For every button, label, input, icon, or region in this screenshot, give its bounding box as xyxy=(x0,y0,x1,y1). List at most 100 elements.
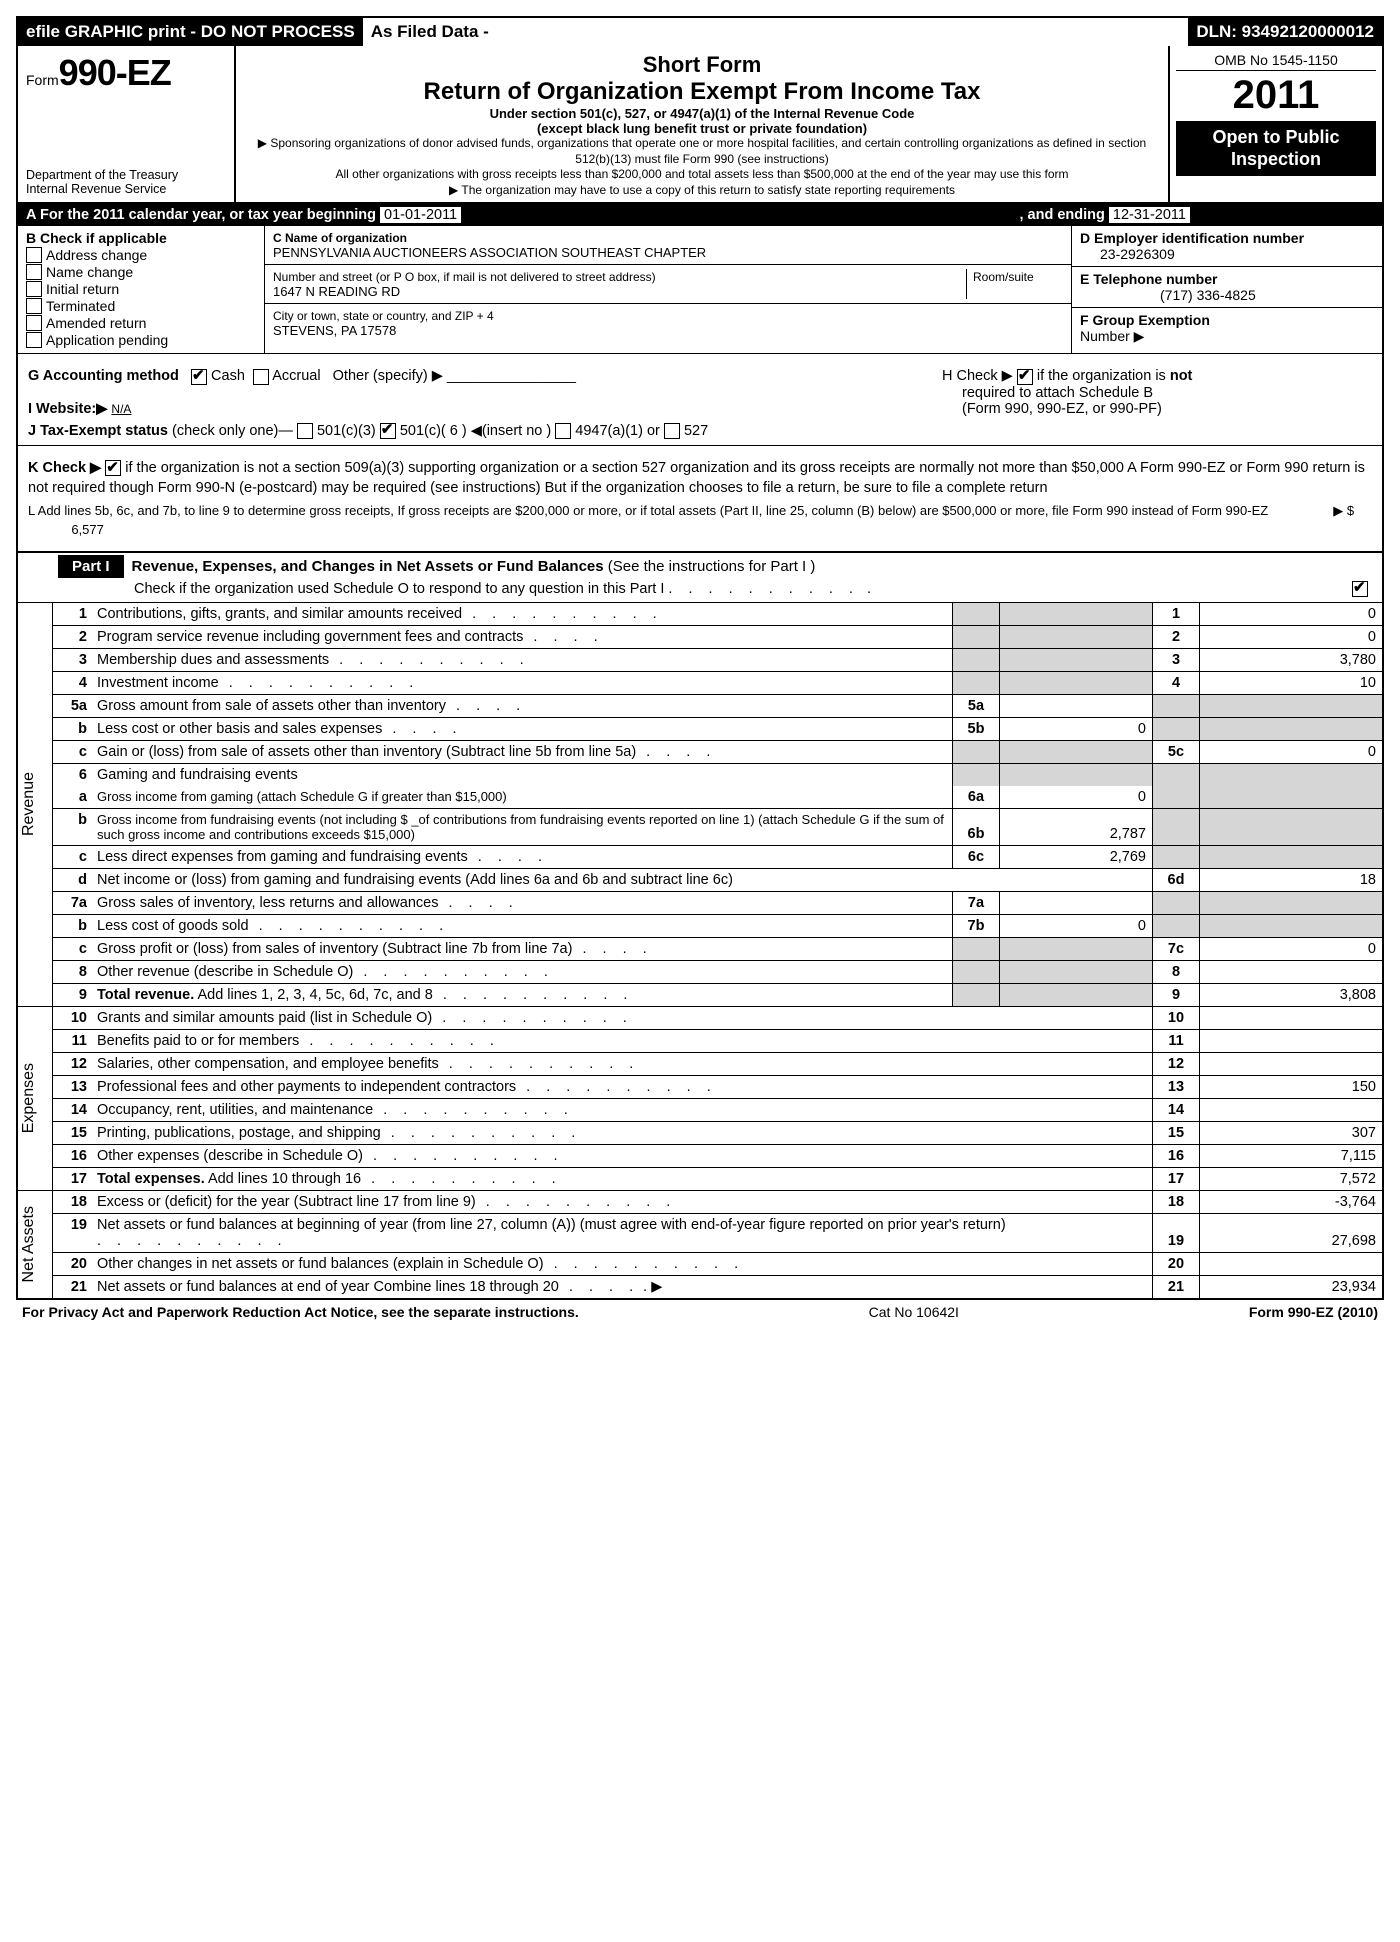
note-state: ▶ The organization may have to use a cop… xyxy=(244,183,1160,199)
col-b: B Check if applicable Address change Nam… xyxy=(18,226,265,353)
website-label: I Website:▶ xyxy=(28,401,107,417)
line-20: 20 Other changes in net assets or fund b… xyxy=(53,1252,1382,1275)
footer-catno: Cat No 10642I xyxy=(869,1304,959,1320)
room-label: Room/suite xyxy=(973,270,1034,284)
part1-title-note: (See the instructions for Part I ) xyxy=(604,558,816,575)
side-expenses-label: Expenses xyxy=(18,1059,52,1137)
chk-schedule-o[interactable] xyxy=(1352,581,1368,597)
chk-accrual[interactable] xyxy=(253,369,269,385)
ein-label: D Employer identification number xyxy=(1080,230,1304,246)
line-a: A For the 2011 calendar year, or tax yea… xyxy=(18,204,1382,226)
website-value: N/A xyxy=(111,402,131,416)
bcd-row: B Check if applicable Address change Nam… xyxy=(18,226,1382,354)
tax-year-end: 12-31-2011 xyxy=(1109,207,1190,223)
open-public-1: Open to Public xyxy=(1178,127,1374,149)
netassets-table: 18 Excess or (deficit) for the year (Sub… xyxy=(53,1191,1382,1298)
revenue-section: Revenue 1 Contributions, gifts, grants, … xyxy=(18,603,1382,1007)
chk-application-pending[interactable]: Application pending xyxy=(26,332,256,348)
org-city-block: City or town, state or country, and ZIP … xyxy=(265,304,1071,342)
cash-label: Cash xyxy=(211,368,245,384)
part1-header-block: Part I Revenue, Expenses, and Changes in… xyxy=(18,553,1382,603)
header-right: OMB No 1545-1150 2011 Open to Public Ins… xyxy=(1168,46,1382,202)
col-b-header: B Check if applicable xyxy=(26,230,256,246)
city-label: City or town, state or country, and ZIP … xyxy=(273,309,494,323)
group-exempt-label: F Group Exemption xyxy=(1080,312,1210,328)
form-header: Form990-EZ Department of the Treasury In… xyxy=(18,46,1382,204)
line-a-mid: , and ending xyxy=(1020,207,1105,223)
form-number-value: 990-EZ xyxy=(59,52,171,93)
line-5a: 5a Gross amount from sale of assets othe… xyxy=(53,694,1382,717)
city-value: STEVENS, PA 17578 xyxy=(273,323,396,338)
title-return: Return of Organization Exempt From Incom… xyxy=(244,78,1160,106)
form-container: efile GRAPHIC print - DO NOT PROCESS As … xyxy=(16,16,1384,1300)
side-revenue: Revenue xyxy=(18,603,53,1006)
chk-527[interactable] xyxy=(664,423,680,439)
line-13: 13 Professional fees and other payments … xyxy=(53,1075,1382,1098)
part1-check-line: Check if the organization used Schedule … xyxy=(58,578,1374,600)
line-17: 17 Total expenses. Add lines 10 through … xyxy=(53,1167,1382,1190)
g-block: G Accounting method Cash Accrual Other (… xyxy=(28,368,942,438)
form-prefix: Form xyxy=(26,72,59,88)
tax-exempt-label: J Tax-Exempt status xyxy=(28,423,168,439)
chk-cash[interactable] xyxy=(191,369,207,385)
side-netassets-label: Net Assets xyxy=(18,1202,52,1286)
chk-4947[interactable] xyxy=(555,423,571,439)
org-name-value: PENNSYLVANIA AUCTIONEERS ASSOCIATION SOU… xyxy=(273,245,706,260)
org-name-label: C Name of organization xyxy=(273,231,407,245)
k-line: K Check ▶ if the organization is not a s… xyxy=(28,458,1372,499)
chk-amended-return[interactable]: Amended return xyxy=(26,315,256,331)
h-check-label: H Check ▶ xyxy=(942,368,1013,384)
line-15: 15 Printing, publications, postage, and … xyxy=(53,1121,1382,1144)
line-6a: a Gross income from gaming (attach Sched… xyxy=(53,786,1382,809)
line-16: 16 Other expenses (describe in Schedule … xyxy=(53,1144,1382,1167)
ein-block: D Employer identification number 23-2926… xyxy=(1072,226,1382,267)
line-7a: 7a Gross sales of inventory, less return… xyxy=(53,891,1382,914)
gross-receipts-amount: 6,577 xyxy=(71,522,104,537)
line-10: 10 Grants and similar amounts paid (list… xyxy=(53,1007,1382,1030)
dept-block: Department of the Treasury Internal Reve… xyxy=(26,168,226,196)
chk-initial-return[interactable]: Initial return xyxy=(26,281,256,297)
chk-address-change[interactable]: Address change xyxy=(26,247,256,263)
line-11: 11 Benefits paid to or for members 11 xyxy=(53,1029,1382,1052)
accounting-method-label: G Accounting method xyxy=(28,368,179,384)
col-d: D Employer identification number 23-2926… xyxy=(1071,226,1382,353)
phone-label: E Telephone number xyxy=(1080,271,1217,287)
side-netassets: Net Assets xyxy=(18,1191,53,1298)
chk-terminated[interactable]: Terminated xyxy=(26,298,256,314)
chk-k[interactable] xyxy=(105,460,121,476)
top-bar: efile GRAPHIC print - DO NOT PROCESS As … xyxy=(18,18,1382,46)
part1-label: Part I xyxy=(58,555,124,578)
line-a-prefix: A For the 2011 calendar year, or tax yea… xyxy=(26,207,376,223)
line-7b: b Less cost of goods sold 7b 0 xyxy=(53,914,1382,937)
line-5c: c Gain or (loss) from sale of assets oth… xyxy=(53,740,1382,763)
h-forms: (Form 990, 990-EZ, or 990-PF) xyxy=(942,401,1162,417)
page-footer: For Privacy Act and Paperwork Reduction … xyxy=(16,1300,1384,1320)
side-revenue-label: Revenue xyxy=(18,768,52,840)
efile-label: efile GRAPHIC print - DO NOT PROCESS xyxy=(18,18,363,46)
tax-year-begin: 01-01-2011 xyxy=(380,207,461,223)
part1-title: Revenue, Expenses, and Changes in Net As… xyxy=(132,558,604,575)
line-19: 19 Net assets or fund balances at beginn… xyxy=(53,1213,1382,1252)
form-number: Form990-EZ xyxy=(26,52,226,94)
line-8: 8 Other revenue (describe in Schedule O)… xyxy=(53,960,1382,983)
col-c: C Name of organization PENNSYLVANIA AUCT… xyxy=(265,226,1071,353)
chk-501c3[interactable] xyxy=(297,423,313,439)
line-5b: b Less cost or other basis and sales exp… xyxy=(53,717,1382,740)
h-schedule-b: required to attach Schedule B xyxy=(942,385,1153,401)
note-sponsoring: ▶ Sponsoring organizations of donor advi… xyxy=(244,136,1160,167)
expenses-table: 10 Grants and similar amounts paid (list… xyxy=(53,1007,1382,1190)
line-6b: b Gross income from fundraising events (… xyxy=(53,808,1382,845)
chk-501c[interactable] xyxy=(380,423,396,439)
addr-label: Number and street (or P O box, if mail i… xyxy=(273,270,656,284)
footer-privacy: For Privacy Act and Paperwork Reduction … xyxy=(22,1304,579,1320)
chk-name-change[interactable]: Name change xyxy=(26,264,256,280)
chk-h[interactable] xyxy=(1017,369,1033,385)
line-6: 6 Gaming and fundraising events xyxy=(53,763,1382,786)
phone-block: E Telephone number (717) 336-4825 xyxy=(1072,267,1382,308)
other-label: Other (specify) ▶ xyxy=(333,368,443,384)
h-block: H Check ▶ if the organization is not req… xyxy=(942,368,1372,438)
line-3: 3 Membership dues and assessments 3 3,78… xyxy=(53,648,1382,671)
note-other-orgs: All other organizations with gross recei… xyxy=(244,167,1160,183)
side-expenses: Expenses xyxy=(18,1007,53,1190)
open-public-2: Inspection xyxy=(1178,149,1374,171)
